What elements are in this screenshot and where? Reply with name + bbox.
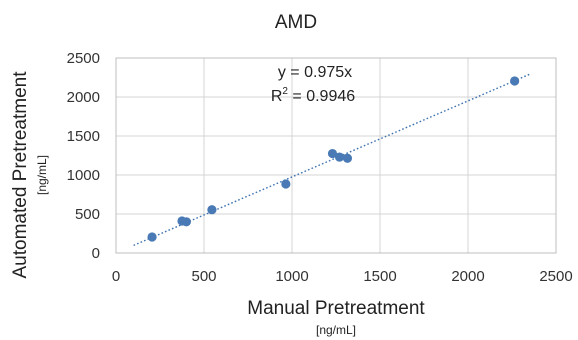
y-tick-label-0: 0	[92, 245, 100, 262]
data-point-7	[334, 152, 345, 162]
y-tick-label-2: 1000	[67, 167, 100, 184]
chart-title: AMD	[275, 12, 317, 33]
x-tick-label-5: 2500	[539, 268, 572, 285]
trendline-equation: y = 0.975x	[278, 64, 352, 81]
data-points	[147, 76, 520, 242]
r-squared-superscript: 2	[282, 86, 288, 97]
x-tick-label-1: 500	[191, 268, 216, 285]
y-axis-unit: [ng/mL]	[35, 155, 49, 195]
r-squared-symbol: R	[271, 88, 283, 105]
x-tick-label-0: 0	[112, 268, 120, 285]
data-point-9	[510, 76, 520, 86]
x-tick-label-2: 1000	[275, 268, 308, 285]
data-point-5	[281, 179, 291, 189]
y-axis-title: Automated Pretreatment	[10, 71, 31, 279]
x-tick-labels: 0 500 1000 1500 2000 2500	[112, 268, 573, 285]
data-point-3	[181, 217, 191, 227]
x-tick-label-4: 2000	[451, 268, 484, 285]
r-squared-label: R2 = 0.9946	[271, 86, 355, 105]
y-tick-label-1: 500	[75, 206, 100, 223]
x-axis-title: Manual Pretreatment	[247, 298, 425, 319]
y-tick-label-5: 2500	[67, 50, 100, 67]
y-tick-labels: 0 500 1000 1500 2000 2500	[67, 50, 100, 262]
x-axis-unit: [ng/mL]	[316, 323, 356, 337]
y-tick-label-4: 2000	[67, 89, 100, 106]
data-point-4	[207, 205, 217, 215]
data-point-8	[342, 153, 353, 163]
x-tick-label-3: 1500	[363, 268, 396, 285]
data-point-1	[147, 232, 157, 242]
data-point-6	[327, 148, 338, 159]
y-tick-label-3: 1500	[67, 128, 100, 145]
plot-area	[115, 57, 557, 254]
r-squared-value: = 0.9946	[288, 88, 355, 105]
